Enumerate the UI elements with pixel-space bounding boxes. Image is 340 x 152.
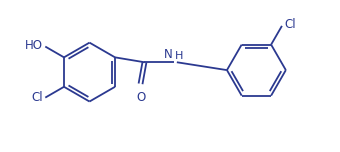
Text: H: H <box>175 51 183 61</box>
Text: HO: HO <box>25 39 43 52</box>
Text: N: N <box>164 48 173 61</box>
Text: Cl: Cl <box>284 18 295 31</box>
Text: Cl: Cl <box>32 91 43 104</box>
Text: O: O <box>136 91 145 104</box>
